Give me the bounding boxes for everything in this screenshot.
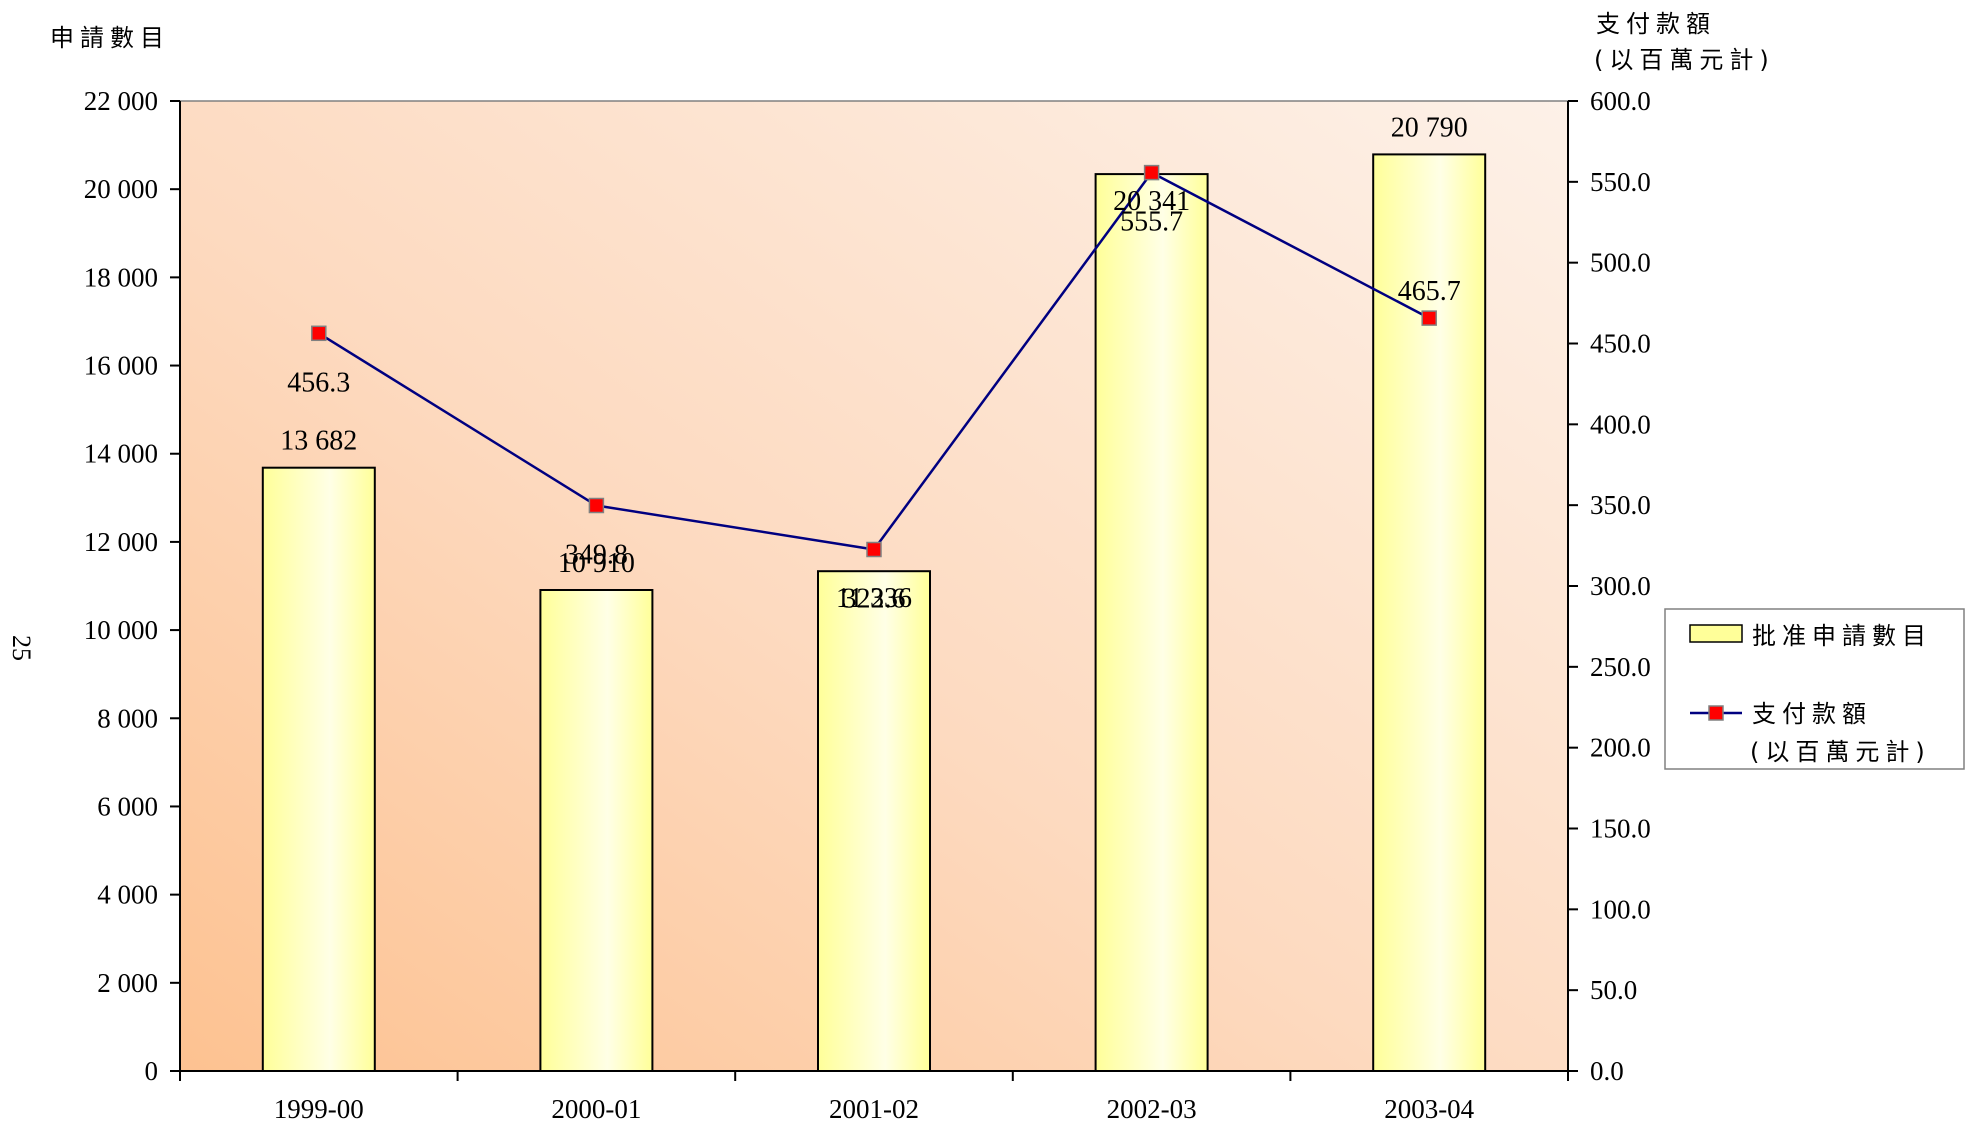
left-tick-label: 18 000 [84, 262, 158, 292]
bar-value-label: 20 341 [1113, 186, 1190, 217]
right-tick-label: 250.0 [1590, 652, 1651, 682]
bar-2003-04 [1372, 153, 1487, 1072]
left-tick-label: 22 000 [84, 86, 158, 116]
line-point-2001-02 [866, 541, 882, 558]
bars-layer [261, 153, 1487, 1073]
page-number: 25 [7, 635, 36, 661]
legend-bar-swatch [1689, 624, 1743, 643]
labels-layer: 0 2 000 4 000 6 000 8 000 10 000 12 000 14 000 1… [84, 86, 1651, 1124]
bar-value-label: 20 790 [1391, 112, 1468, 143]
left-axis-title: 申請數目 [50, 24, 170, 52]
right-tick-label: 50.0 [1590, 975, 1637, 1005]
legend-line-label-unit: (以百萬元計) [1750, 738, 1931, 766]
right-tick-label: 200.0 [1590, 733, 1651, 763]
left-tick-label: 10 000 [84, 615, 158, 645]
legend-line-marker [1708, 705, 1724, 721]
line-value-label: 456.3 [287, 367, 350, 398]
left-tick-label: 12 000 [84, 527, 158, 557]
legend-bar-label: 批准申請數目 [1752, 622, 1932, 650]
x-tick-label: 2002-03 [1107, 1094, 1197, 1124]
right-tick-label: 500.0 [1590, 248, 1651, 278]
line-point-2002-03 [1143, 164, 1160, 181]
x-tick-label: 1999-00 [274, 1094, 364, 1124]
right-tick-label: 600.0 [1590, 86, 1651, 116]
line-point-2003-04 [1421, 310, 1437, 326]
left-tick-label: 6 000 [97, 791, 158, 821]
line-layer [311, 164, 1437, 558]
left-tick-label: 8 000 [97, 703, 158, 733]
line-value-label: 322.6 [843, 583, 906, 614]
bar-1999-00 [261, 466, 376, 1072]
right-tick-label: 150.0 [1590, 814, 1651, 844]
right-tick-label: 350.0 [1590, 490, 1651, 520]
bar-value-label: 13 682 [280, 426, 357, 457]
line-value-label: 465.7 [1398, 276, 1461, 307]
right-axis-title-line1: 支付款額 [1596, 10, 1716, 38]
bar-2001-02 [817, 570, 931, 1072]
right-tick-label: 400.0 [1590, 409, 1651, 439]
line-value-label: 349.8 [565, 539, 628, 570]
right-tick-label: 0.0 [1590, 1056, 1624, 1086]
x-tick-label: 2001-02 [829, 1094, 919, 1124]
line-point-2000-01 [588, 497, 605, 514]
left-tick-label: 20 000 [84, 174, 158, 204]
x-tick-label: 2000-01 [551, 1094, 641, 1124]
left-tick-label: 16 000 [84, 351, 158, 381]
right-axis-title-line2: (以百萬元計) [1594, 46, 1775, 74]
line-value-label: 555.7 [1120, 207, 1183, 238]
legend-line-label: 支付款額 [1752, 700, 1872, 728]
line-point-1999-00 [311, 325, 327, 342]
bar-value-label: 10 910 [558, 548, 635, 579]
left-tick-label: 4 000 [97, 880, 158, 910]
left-tick-label: 14 000 [84, 439, 158, 469]
bar-2002-03 [1094, 173, 1209, 1073]
bar-2000-01 [539, 589, 654, 1072]
right-tick-label: 450.0 [1590, 329, 1651, 359]
right-tick-label: 300.0 [1590, 571, 1651, 601]
left-tick-label: 0 [145, 1056, 159, 1086]
left-tick-label: 2 000 [97, 968, 158, 998]
bar-value-label: 11 336 [836, 583, 912, 614]
axes-layer [170, 100, 1578, 1081]
legend: 批准申請數目 支付款額 (以百萬元計) [1664, 608, 1965, 770]
x-tick-label: 2003-04 [1384, 1094, 1474, 1124]
right-tick-label: 550.0 [1590, 167, 1651, 197]
right-tick-label: 100.0 [1590, 894, 1651, 924]
